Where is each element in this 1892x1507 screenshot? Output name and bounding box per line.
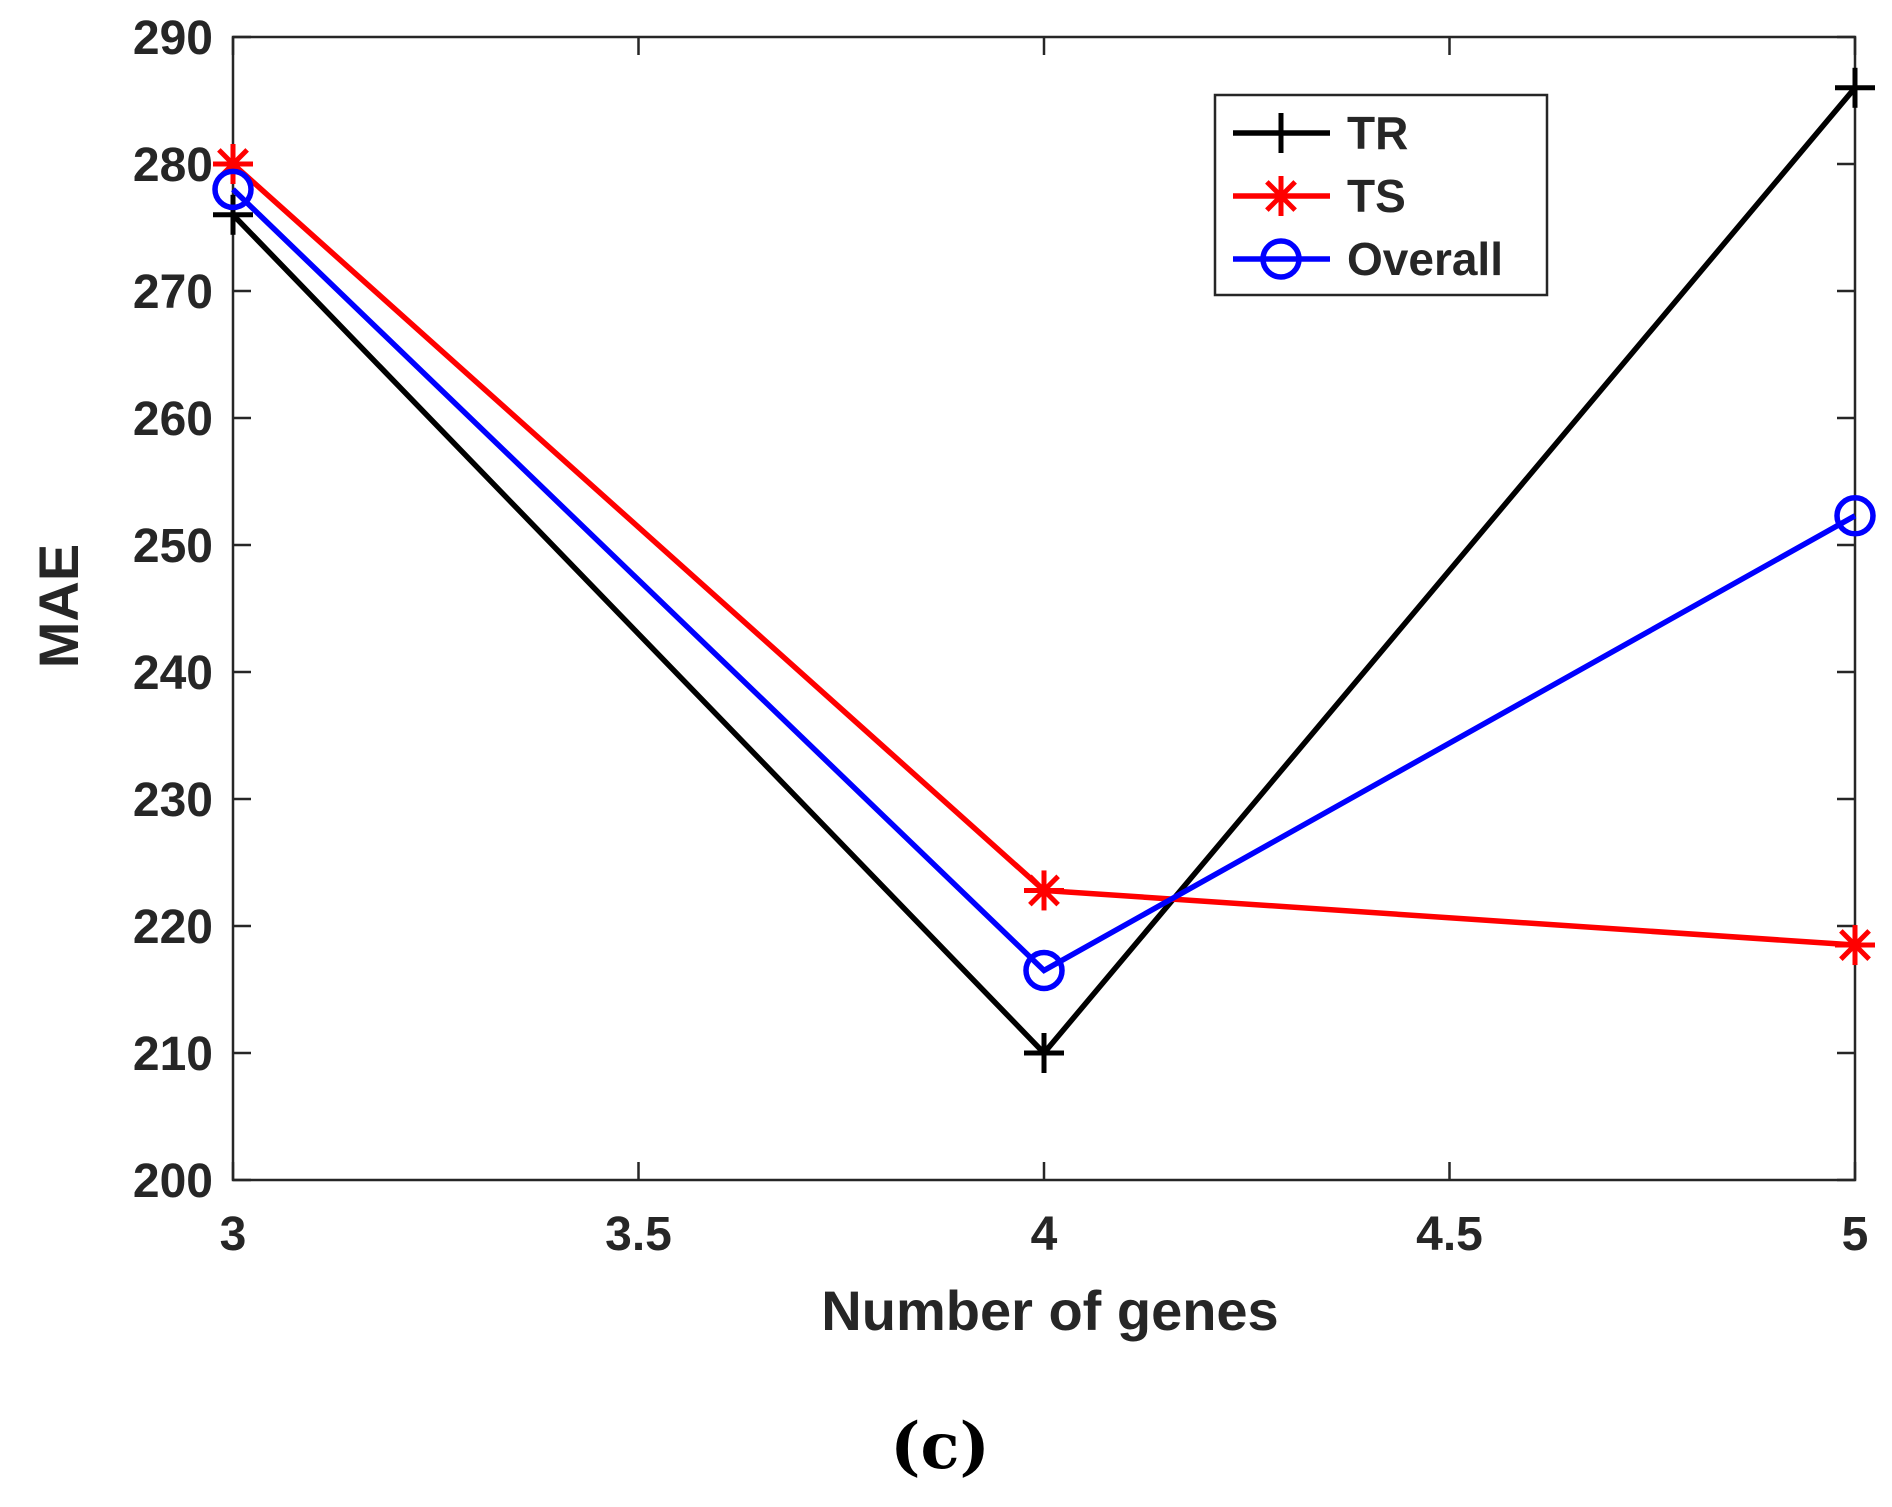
y-tick-label: 280 [133, 139, 213, 192]
data-point-ts [1024, 870, 1064, 911]
x-tick-label: 4 [1031, 1208, 1058, 1261]
data-point-tr [1835, 67, 1875, 108]
data-point-tr [213, 194, 253, 235]
legend-label-overall: Overall [1347, 233, 1503, 285]
axes-box [231, 35, 1857, 1182]
data-point-tr [1024, 1033, 1064, 1073]
y-tick-label: 210 [133, 1028, 213, 1081]
x-tick-label: 5 [1842, 1208, 1869, 1261]
x-tick-label: 4.5 [1416, 1208, 1483, 1261]
data-point-overall [1834, 495, 1876, 537]
y-tick-label: 230 [133, 774, 213, 827]
plot-area [231, 35, 1857, 1182]
legend: TR TS Overall [1213, 93, 1549, 297]
x-tick-label: 3 [220, 1208, 247, 1261]
series-line-overall [231, 187, 1857, 974]
data-point-overall [1023, 949, 1065, 992]
legend-label-tr: TR [1347, 107, 1408, 159]
data-point-ts [1835, 925, 1875, 966]
figure-caption: (c) [890, 1409, 990, 1484]
y-tick-label: 270 [133, 266, 213, 319]
x-tick-label: 3.5 [605, 1208, 672, 1261]
legend-marker-ts [1261, 176, 1301, 216]
y-axis-label: MAE [27, 544, 90, 668]
legend-label-ts: TS [1347, 170, 1406, 222]
x-axis: 3 3.5 4 4.5 5 [220, 37, 1869, 1261]
legend-marker-overall [1260, 238, 1302, 280]
series-layer [212, 67, 1876, 1073]
y-tick-label: 240 [133, 647, 213, 700]
y-tick-label: 200 [133, 1155, 213, 1208]
y-tick-label: 290 [133, 12, 213, 65]
legend-marker-tr [1261, 113, 1301, 153]
y-tick-label: 250 [133, 520, 213, 573]
x-axis-label: Number of genes [821, 1279, 1278, 1342]
y-tick-label: 260 [133, 393, 213, 446]
data-point-overall [212, 168, 254, 211]
y-tick-label: 220 [133, 901, 213, 954]
y-axis: 200 210 220 230 240 250 260 270 280 290 [133, 12, 1855, 1208]
